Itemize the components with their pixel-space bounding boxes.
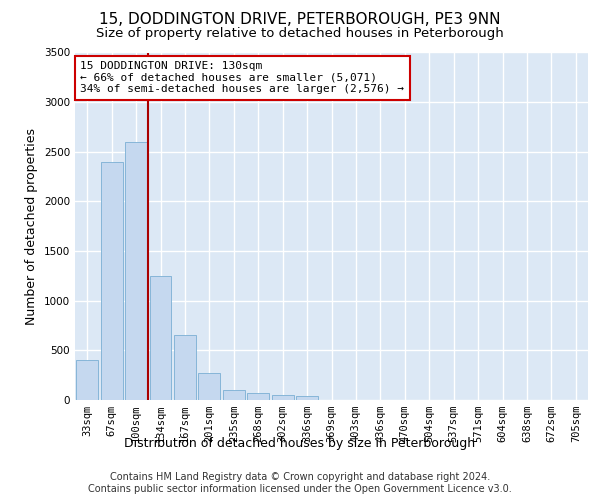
Bar [247, 393, 269, 400]
Text: Contains public sector information licensed under the Open Government Licence v3: Contains public sector information licen… [88, 484, 512, 494]
Text: 15, DODDINGTON DRIVE, PETERBOROUGH, PE3 9NN: 15, DODDINGTON DRIVE, PETERBOROUGH, PE3 … [99, 12, 501, 28]
Bar [101, 162, 122, 400]
Text: Distribution of detached houses by size in Peterborough: Distribution of detached houses by size … [124, 438, 476, 450]
Y-axis label: Number of detached properties: Number of detached properties [25, 128, 38, 325]
Bar [174, 336, 196, 400]
Text: 15 DODDINGTON DRIVE: 130sqm
← 66% of detached houses are smaller (5,071)
34% of : 15 DODDINGTON DRIVE: 130sqm ← 66% of det… [80, 61, 404, 94]
Bar [296, 396, 318, 400]
Text: Size of property relative to detached houses in Peterborough: Size of property relative to detached ho… [96, 28, 504, 40]
Bar [125, 142, 147, 400]
Bar [76, 360, 98, 400]
Bar [272, 395, 293, 400]
Text: Contains HM Land Registry data © Crown copyright and database right 2024.: Contains HM Land Registry data © Crown c… [110, 472, 490, 482]
Bar [199, 373, 220, 400]
Bar [223, 390, 245, 400]
Bar [149, 276, 172, 400]
